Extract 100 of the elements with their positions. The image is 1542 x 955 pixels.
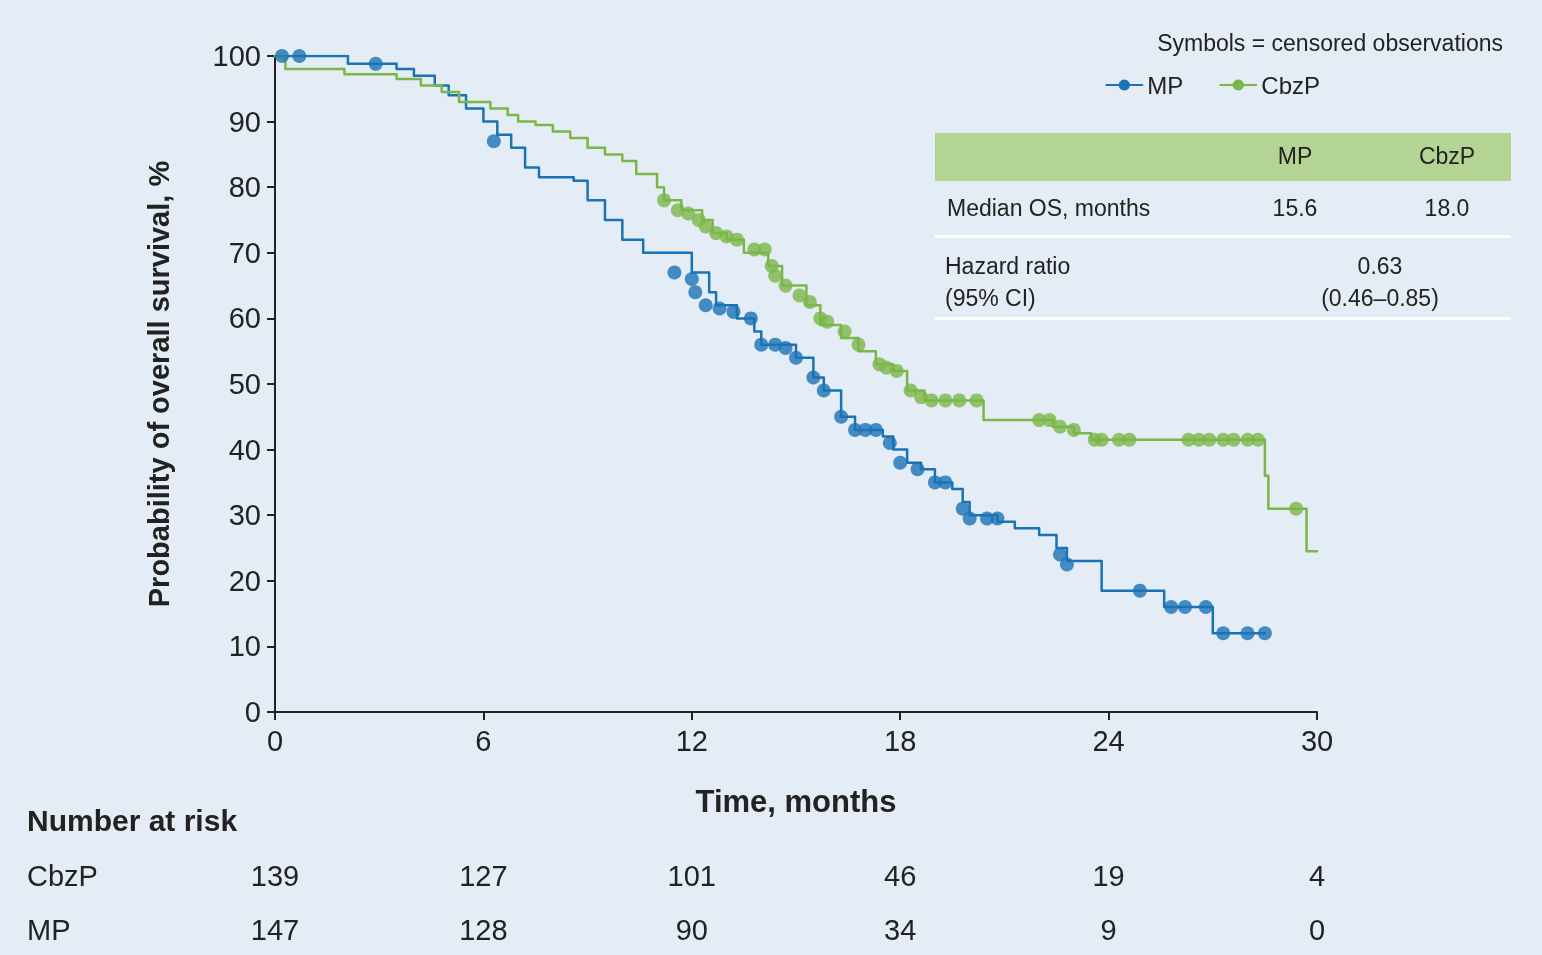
- text: 46: [883, 860, 918, 893]
- legend-label: CbzP: [1261, 71, 1320, 99]
- point: [486, 134, 501, 149]
- point: [292, 49, 307, 63]
- point: [1132, 583, 1147, 598]
- point: [698, 298, 713, 313]
- point: [820, 314, 835, 329]
- point: [802, 295, 817, 309]
- point: [729, 232, 744, 247]
- point: [1122, 432, 1137, 447]
- point: [681, 206, 696, 221]
- point: [1052, 419, 1067, 434]
- point: [1257, 626, 1272, 641]
- point: [1042, 413, 1057, 428]
- point: [1094, 432, 1109, 447]
- text: 18.0: [1423, 195, 1471, 222]
- point: [893, 455, 908, 470]
- y-axis-title: Probability of overall survival, %: [142, 160, 175, 608]
- point: [1216, 626, 1231, 641]
- point: [1052, 547, 1067, 562]
- point: [789, 350, 803, 365]
- legend-label: MP: [1147, 71, 1184, 99]
- annotation: Hazard ratio (95% CI): [945, 252, 1071, 313]
- y-tick-label: 80: [228, 171, 261, 204]
- point: [938, 393, 953, 408]
- point: [924, 393, 939, 408]
- point: [882, 436, 897, 451]
- x-tick-label: 6: [475, 724, 492, 757]
- text: 19: [1091, 860, 1126, 893]
- y-tick-label: 30: [228, 499, 261, 532]
- point: [1066, 422, 1081, 437]
- point: [952, 393, 967, 408]
- y-tick-label: 90: [228, 105, 261, 138]
- text: 127: [458, 860, 509, 893]
- point: [851, 337, 866, 352]
- point: [667, 265, 682, 280]
- y-tick-label: 100: [212, 40, 261, 72]
- text: 139: [249, 860, 301, 893]
- text: 147: [249, 914, 301, 947]
- text: 101: [666, 860, 717, 893]
- x-tick-label: 18: [884, 724, 917, 757]
- point: [743, 311, 758, 326]
- point: [712, 301, 727, 316]
- text: 4: [1307, 860, 1327, 893]
- point: [969, 393, 984, 408]
- text: 90: [674, 914, 709, 947]
- point: [1164, 600, 1179, 615]
- point: [1240, 626, 1255, 641]
- x-axis-title: Time, months: [695, 784, 897, 819]
- text: 128: [458, 914, 509, 947]
- text: 34: [883, 914, 918, 947]
- point: [657, 193, 672, 208]
- y-tick-label: 20: [228, 564, 261, 597]
- y-tick-label: 40: [228, 433, 261, 466]
- point: [757, 242, 772, 257]
- text: 0: [1307, 914, 1327, 947]
- point: [837, 324, 852, 339]
- point: [1059, 557, 1074, 572]
- point: [889, 363, 904, 378]
- point: [1289, 501, 1304, 516]
- point: [962, 511, 977, 526]
- point: [1178, 600, 1193, 615]
- y-tick-label: 50: [228, 368, 261, 400]
- point: [768, 268, 783, 283]
- x-tick-label: 0: [266, 724, 284, 757]
- text: MP: [27, 914, 71, 947]
- y-tick-label: 70: [228, 236, 261, 269]
- point: [816, 383, 831, 398]
- point: [1202, 432, 1217, 447]
- point: [938, 475, 953, 490]
- point: [698, 219, 713, 234]
- point: [990, 511, 1005, 526]
- point: [834, 409, 849, 424]
- annotation: Median OS, months: [947, 195, 1151, 222]
- point: [1198, 600, 1213, 615]
- x-tick-label: 12: [675, 724, 708, 757]
- point: [688, 285, 703, 300]
- text: CbzP: [27, 860, 98, 893]
- point: [868, 422, 883, 437]
- point: [368, 56, 383, 71]
- x-tick-label: 30: [1300, 724, 1334, 757]
- point: [806, 370, 821, 385]
- point: [726, 304, 741, 319]
- point: [1226, 432, 1241, 447]
- text: Number at risk: [27, 804, 238, 838]
- legend-title: Symbols = censored observations: [1157, 30, 1503, 57]
- point: [792, 288, 807, 303]
- point: [754, 337, 769, 352]
- y-tick-label: 60: [228, 302, 261, 335]
- text: CbzP: [1417, 143, 1477, 170]
- point: [1250, 432, 1265, 447]
- text: 9: [1099, 914, 1118, 947]
- y-tick-label: 10: [228, 630, 261, 663]
- text: 0.63 (0.46–0.85): [1320, 252, 1440, 313]
- y-tick-label: 0: [244, 696, 261, 728]
- point: [274, 49, 289, 63]
- point: [910, 462, 925, 477]
- point: [684, 272, 699, 287]
- annotation: MP: [1276, 143, 1314, 170]
- point: [955, 501, 970, 516]
